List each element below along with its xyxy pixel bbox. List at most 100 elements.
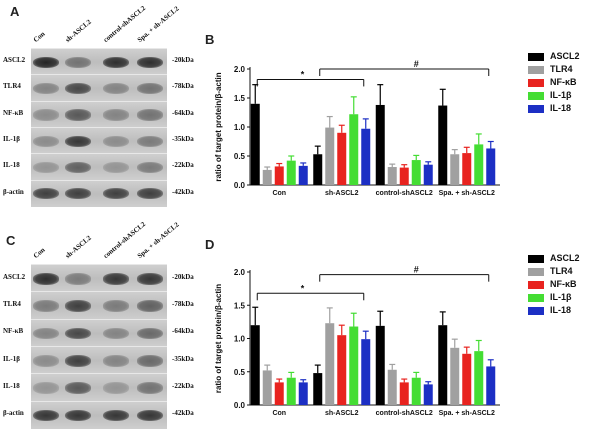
blot-protein-label: IL-18 [3, 161, 20, 170]
legend-label: TLR4 [550, 266, 573, 276]
blot-band [33, 135, 59, 147]
blot-lane-label-con: Con [31, 245, 47, 260]
blot-band [65, 135, 91, 147]
y-tick-label: 0.0 [234, 401, 246, 410]
blot-row-tlr4 [31, 291, 167, 320]
panel-letter-b: B [205, 32, 215, 47]
legend-swatch [528, 79, 544, 87]
blot-band [137, 382, 163, 394]
bar-ascl2-con [250, 325, 260, 405]
legend-label: ASCL2 [550, 51, 580, 61]
blot-band [103, 188, 129, 200]
blot-band [103, 135, 129, 147]
blot-band [103, 409, 129, 422]
legend-swatch [528, 92, 544, 100]
bar-nf-kb-control-shascl2 [399, 382, 409, 405]
blot-band [103, 162, 129, 174]
blot-band [33, 273, 59, 285]
blot-protein-label: NF-κB [3, 108, 24, 117]
blot-row-il-1 [31, 345, 167, 375]
blot-kda-label: -78kDa [172, 82, 194, 91]
bar-tlr4-spa-sh-ascl2 [450, 347, 460, 405]
blot-band [103, 109, 129, 121]
y-tick-label: 0.5 [234, 368, 246, 377]
blot-row-ascl2 [31, 48, 167, 76]
blot-lane-label-con: Con [31, 29, 47, 44]
x-category-label-con: Con [272, 190, 286, 197]
blot-band [33, 300, 59, 312]
blot-kda-label: -35kDa [172, 354, 194, 363]
blot-protein-label: TLR4 [3, 299, 21, 308]
blot-band [103, 327, 129, 340]
bar-il-18-con [298, 165, 308, 185]
bar-il-18-spa-sh-ascl2 [486, 148, 496, 185]
blot-kda-label: -35kDa [172, 135, 194, 144]
blot-band [33, 409, 59, 422]
blot-band [65, 273, 91, 285]
bar-nf-kb-sh-ascl2 [337, 335, 347, 405]
bar-nf-kb-spa-sh-ascl2 [462, 353, 472, 405]
panel-letter-a: A [10, 4, 20, 19]
y-tick-label: 0.0 [234, 181, 246, 190]
bar-il-18-control-shascl2 [423, 164, 433, 185]
y-tick-label: 1.5 [234, 94, 246, 103]
blot-band [137, 327, 163, 340]
bar-nf-kb-con [274, 166, 284, 185]
legend-label: IL-1β [550, 292, 572, 302]
legend-label: TLR4 [550, 64, 573, 74]
blot-band [65, 83, 91, 95]
bar-il-1b-con [286, 377, 296, 405]
blot-protein-label: ASCL2 [3, 272, 26, 281]
blot-band [33, 83, 59, 95]
blot-band [103, 273, 129, 285]
blot-band [137, 56, 163, 68]
legend-label: NF-κB [550, 77, 577, 87]
bar-tlr4-sh-ascl2 [325, 127, 335, 185]
legend-swatch [528, 53, 544, 61]
blot-lane-label-sh-ascl2: sh-ASCL2 [63, 233, 93, 260]
blot-protein-label: ASCL2 [3, 56, 26, 65]
blot-row-nf-b [31, 318, 167, 347]
legend-swatch [528, 105, 544, 113]
x-category-label-control-shascl2: control-shASCL2 [376, 410, 433, 417]
blot-row-nf-b [31, 100, 167, 128]
bar-ascl2-control-shascl2 [375, 325, 385, 405]
blot-band [33, 382, 59, 394]
y-tick-label: 0.5 [234, 152, 246, 161]
blot-lane-label-sh-ascl2: sh-ASCL2 [63, 17, 93, 44]
bar-nf-kb-con [274, 382, 284, 405]
blot-band [103, 56, 129, 68]
blot-band [65, 188, 91, 200]
legend-swatch [528, 307, 544, 315]
bar-ascl2-sh-ascl2 [313, 373, 323, 405]
blot-band [103, 355, 129, 367]
y-tick-label: 1.0 [234, 123, 246, 132]
y-tick-label: 1.0 [234, 335, 246, 344]
blot-band [65, 109, 91, 121]
blot-band [103, 83, 129, 95]
blot-band [33, 109, 59, 121]
blot-protein-label: IL-1β [3, 354, 20, 363]
legend-label: ASCL2 [550, 253, 580, 263]
bar-tlr4-spa-sh-ascl2 [450, 154, 460, 185]
legend-label: IL-1β [550, 90, 572, 100]
blot-row-il-1 [31, 126, 167, 155]
x-category-label-sh-ascl2: sh-ASCL2 [325, 190, 359, 197]
blot-image [31, 48, 167, 207]
bar-tlr4-control-shascl2 [387, 369, 397, 405]
significance-star: * [301, 283, 305, 293]
panel-letter-d: D [205, 237, 215, 252]
legend-swatch [528, 255, 544, 263]
blot-protein-label: β-actin [3, 187, 24, 196]
blot-kda-label: -64kDa [172, 108, 194, 117]
blot-kda-label: -22kDa [172, 381, 194, 390]
blot-row-tlr4 [31, 74, 167, 102]
blot-band [65, 162, 91, 174]
bar-il-18-sh-ascl2 [361, 339, 371, 405]
bar-tlr4-con [262, 370, 272, 405]
bar-il-18-spa-sh-ascl2 [486, 366, 496, 405]
y-tick-label: 2.0 [234, 65, 246, 74]
blot-row-il-18 [31, 153, 167, 181]
y-tick-label: 2.0 [234, 268, 246, 277]
blot-band [103, 382, 129, 394]
